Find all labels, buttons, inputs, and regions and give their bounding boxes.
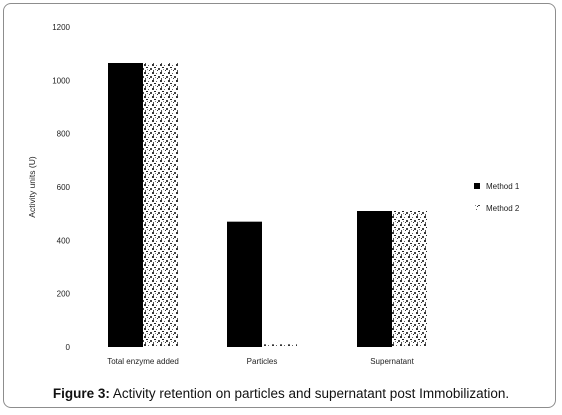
bar-method-1-supernatant <box>357 211 392 347</box>
x-category-label: Particles <box>247 357 278 366</box>
y-tick-label: 1000 <box>52 76 70 85</box>
y-tick-label: 600 <box>57 183 71 192</box>
figure-caption: Figure 3: Activity retention on particle… <box>0 386 562 401</box>
bar-method-1-particles <box>227 221 262 347</box>
y-tick-label: 1200 <box>52 23 70 32</box>
y-tick-label: 800 <box>57 130 71 139</box>
legend-label: Method 2 <box>486 204 520 213</box>
y-tick-label: 0 <box>66 343 71 352</box>
legend-swatch <box>474 183 480 189</box>
y-tick-label: 200 <box>57 290 71 299</box>
x-category-label: Total enzyme added <box>107 357 179 366</box>
caption-text: Activity retention on particles and supe… <box>109 386 510 401</box>
bar-method-2-particles <box>262 344 297 347</box>
bar-method-2-total-enzyme-added <box>143 63 178 347</box>
y-axis-title: Activity units (U) <box>27 156 37 218</box>
legend-swatch <box>474 205 480 211</box>
bar-method-2-supernatant <box>392 211 427 347</box>
caption-label: Figure 3: <box>52 386 110 401</box>
y-tick-label: 400 <box>57 236 71 245</box>
legend-label: Method 1 <box>486 182 520 191</box>
figure-frame <box>3 3 556 408</box>
bar-method-1-total-enzyme-added <box>108 63 143 347</box>
x-category-label: Supernatant <box>370 357 414 366</box>
